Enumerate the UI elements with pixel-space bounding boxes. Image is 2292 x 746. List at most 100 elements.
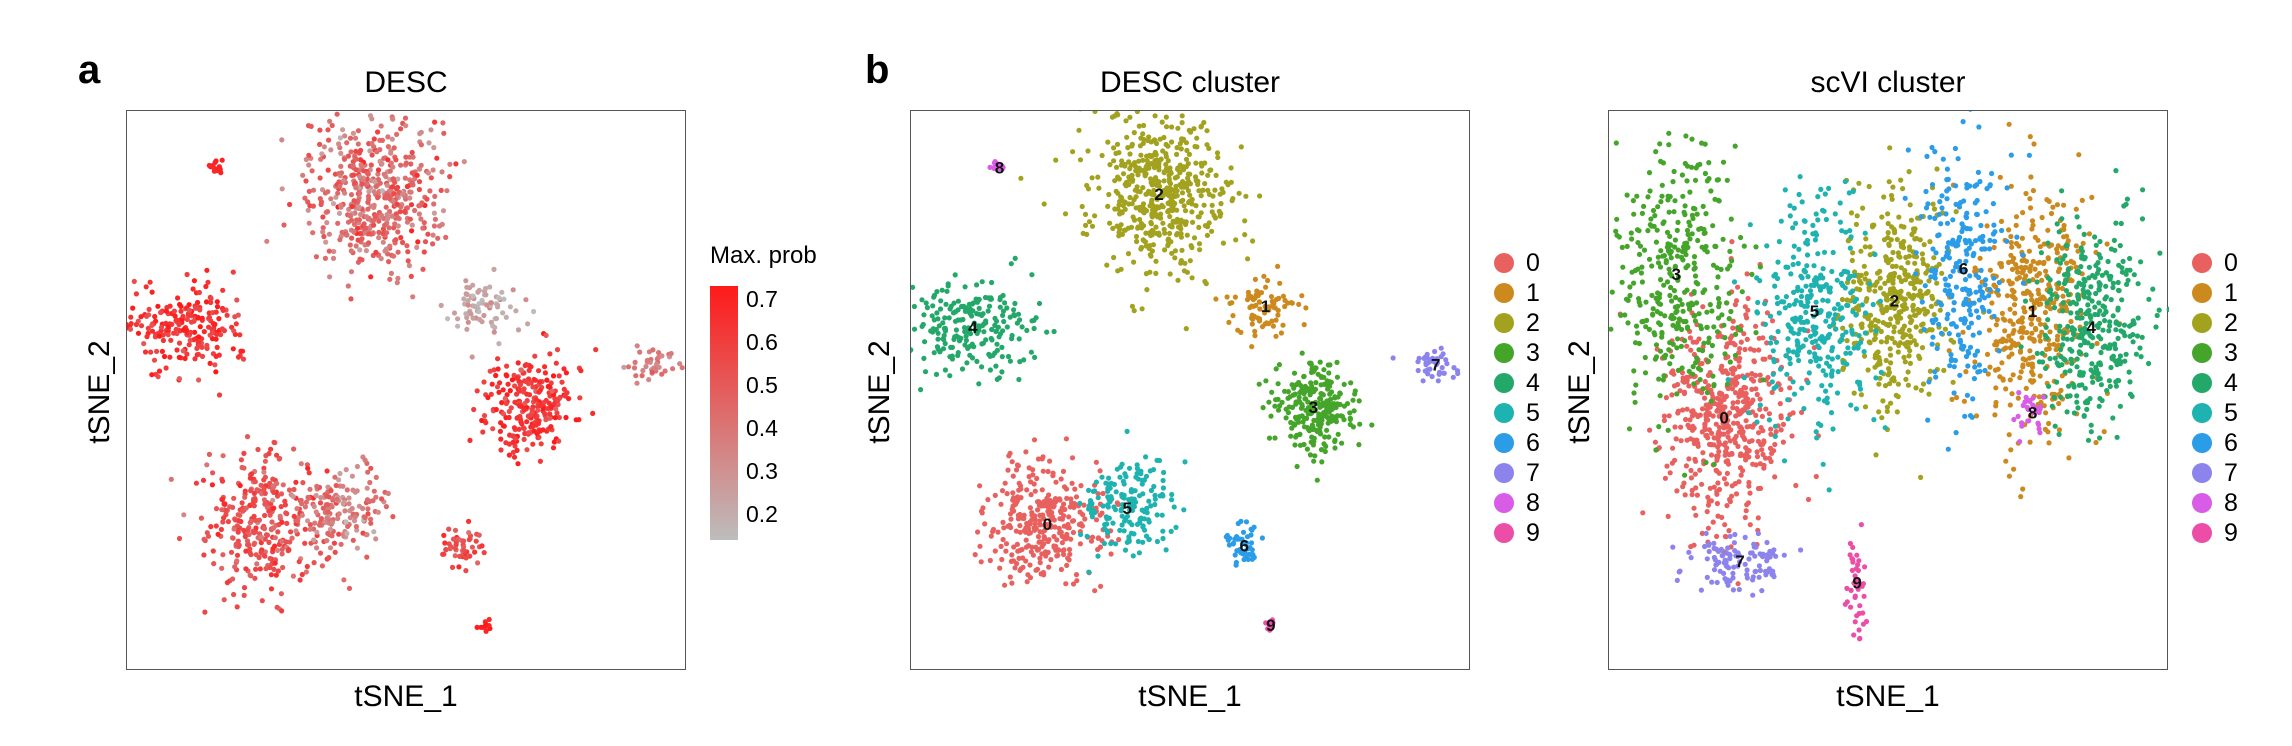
data-point [337,470,343,477]
data-point [1863,236,1869,242]
data-point [259,598,265,604]
data-point [286,487,293,493]
data-point [1440,370,1447,376]
data-point [405,249,411,255]
data-point [196,339,202,345]
data-point [241,527,247,533]
data-point [1193,177,1199,183]
data-point [505,381,511,387]
data-point [197,307,203,313]
data-point [2010,330,2016,336]
data-point [543,332,549,338]
data-point [1037,529,1043,535]
data-point [1276,362,1282,368]
data-point [2030,258,2036,264]
data-point [344,530,350,537]
data-point [2011,255,2017,261]
data-point [1133,474,1139,480]
data-point [342,133,348,139]
data-point [1195,214,1201,220]
data-point [1264,320,1270,326]
data-point [404,243,410,249]
data-point [1207,167,1213,173]
data-point [1714,284,1720,290]
data-point [1166,176,1172,182]
data-point [2071,260,2077,266]
data-point [1308,361,1314,368]
data-point [1920,260,1926,267]
data-point [1077,500,1083,506]
data-point [1269,617,1275,623]
data-point [343,467,349,473]
data-point [2006,473,2012,479]
data-point [1174,174,1180,180]
data-point [409,228,415,234]
data-point [418,142,424,148]
data-point [1711,461,1717,467]
data-point [1687,335,1693,341]
data-point [989,279,995,286]
data-point [1444,361,1450,367]
data-point [274,452,280,458]
data-point [1106,515,1112,521]
data-point [1100,503,1106,509]
data-point [1165,243,1171,249]
data-point [1256,381,1262,387]
data-point [1084,533,1090,539]
data-point [911,303,917,310]
data-point [1661,413,1667,419]
data-point [1018,486,1024,492]
data-point [555,397,561,404]
data-point [194,345,200,351]
data-point [1122,206,1128,212]
data-point [236,518,242,524]
data-point [261,465,267,471]
data-point [991,160,997,166]
data-point [171,308,177,314]
data-point [1131,217,1138,223]
data-point [1012,565,1018,571]
data-point [1737,346,1743,352]
data-point [314,545,320,551]
data-point [1240,529,1247,535]
data-point [1450,374,1456,380]
data-point [985,308,991,314]
data-point [317,500,324,506]
data-point [476,532,482,538]
data-point [1027,562,1033,568]
data-point [2018,369,2024,375]
data-point [1153,224,1159,230]
data-point [1242,232,1248,238]
data-point [1915,292,1921,298]
data-point [1691,505,1697,511]
data-point [320,225,326,231]
data-point [1206,191,1212,197]
data-point [421,249,427,255]
data-point [2032,325,2039,331]
data-point [2080,240,2086,246]
data-point [2023,290,2029,296]
data-point [1780,439,1786,445]
data-point [1877,285,1883,291]
data-point [2019,235,2025,241]
data-point [573,417,579,423]
data-point [180,313,186,319]
data-point [1252,333,1258,339]
data-point [168,476,174,482]
data-point [1912,236,1918,242]
data-point [1687,189,1693,195]
data-point [1341,381,1347,387]
data-point [1703,417,1709,423]
data-point [1144,158,1150,164]
data-point [2066,455,2072,461]
data-point [1030,472,1036,478]
data-point [1640,510,1646,516]
data-point [1696,311,1702,317]
data-point [364,485,370,491]
data-point [556,438,562,444]
data-point [1680,193,1686,199]
data-point [1007,511,1014,517]
data-point [1275,263,1281,269]
data-point [1130,553,1136,559]
data-point [1894,290,1900,296]
